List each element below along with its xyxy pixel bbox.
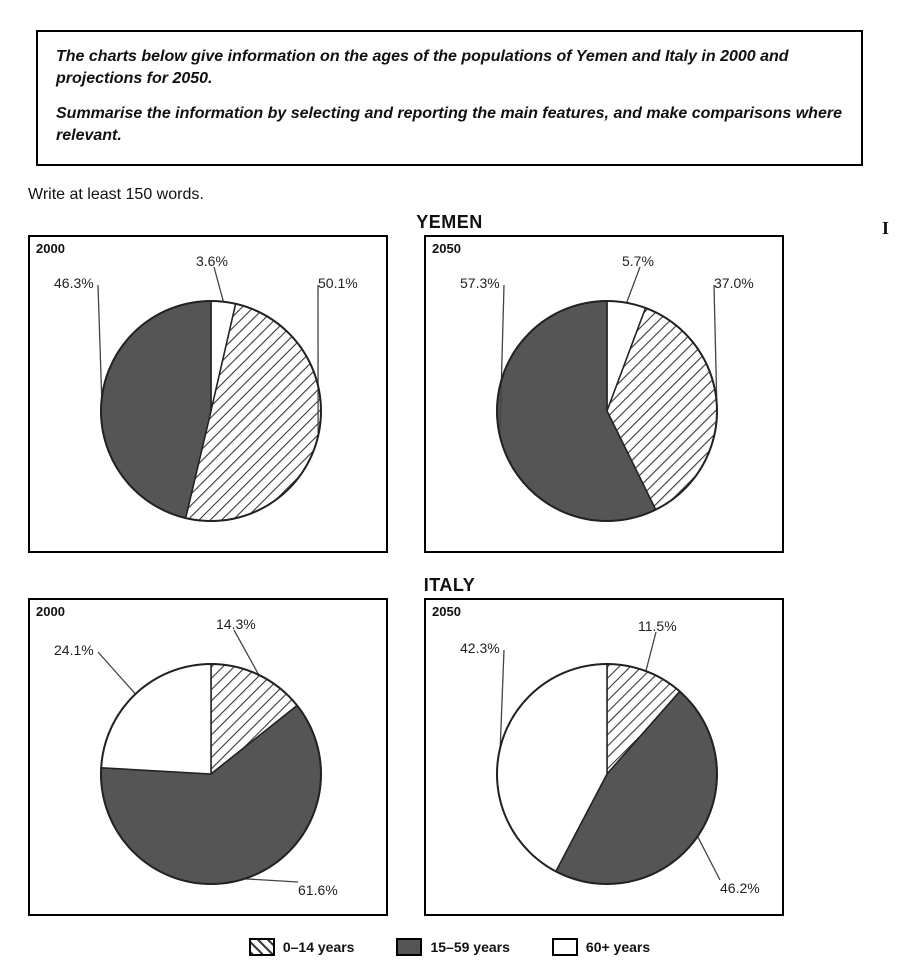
legend: 0–14 years 15–59 years 60+ years [28, 938, 871, 956]
legend-item-age_60plus: 60+ years [552, 938, 650, 956]
stray-mark: I [882, 218, 889, 239]
legend-label: 0–14 years [283, 939, 355, 955]
chart-italy-2000: 2000 14.3%61.6%24.1% [28, 598, 388, 916]
legend-label: 60+ years [586, 939, 650, 955]
leader-line [244, 879, 298, 882]
slice-label-age_15_59: 61.6% [298, 882, 338, 898]
chart-yemen-2050: 2050 5.7%37.0%57.3% [424, 235, 784, 553]
leader-line [698, 837, 720, 881]
slice-label-age_60plus: 3.6% [196, 253, 228, 269]
chart-yemen-2000: 2000 3.6%50.1%46.3% [28, 235, 388, 553]
slice-label-age_0_14: 37.0% [714, 275, 754, 291]
slice-label-age_15_59: 57.3% [460, 275, 500, 291]
prompt-paragraph-2: Summarise the information by selecting a… [56, 103, 843, 146]
slice-label-age_0_14: 11.5% [638, 618, 677, 634]
leader-line [214, 267, 223, 302]
slice-label-age_15_59: 46.2% [720, 880, 760, 896]
italy-row: 2000 14.3%61.6%24.1% 2050 11.5%46.2%42.3… [28, 598, 871, 916]
yemen-row: 2000 3.6%50.1%46.3% 2050 5.7%37.0%57.3% [28, 235, 871, 553]
slice-label-age_60plus: 24.1% [54, 642, 94, 658]
slice-label-age_0_14: 14.3% [216, 616, 256, 632]
slice-label-age_15_59: 46.3% [54, 275, 94, 291]
task-prompt-box: The charts below give information on the… [36, 30, 863, 166]
leader-line [98, 652, 135, 694]
section-title-italy: ITALY [28, 575, 871, 596]
slice-label-age_60plus: 5.7% [622, 253, 654, 269]
prompt-paragraph-1: The charts below give information on the… [56, 46, 843, 89]
slice-label-age_60plus: 42.3% [460, 640, 500, 656]
leader-line [98, 285, 102, 398]
legend-label: 15–59 years [430, 939, 509, 955]
legend-item-age_0_14: 0–14 years [249, 938, 355, 956]
legend-swatch-age_0_14 [249, 938, 275, 956]
leader-line [500, 650, 504, 748]
word-count-instruction: Write at least 150 words. [28, 186, 871, 204]
leader-line [646, 632, 656, 671]
legend-swatch-age_15_59 [396, 938, 422, 956]
section-title-yemen: YEMEN [28, 212, 871, 233]
leader-line [627, 267, 640, 303]
chart-italy-2050: 2050 11.5%46.2%42.3% [424, 598, 784, 916]
pie-slice-age_60plus [101, 664, 211, 774]
legend-swatch-age_60plus [552, 938, 578, 956]
slice-label-age_0_14: 50.1% [318, 275, 358, 291]
legend-item-age_15_59: 15–59 years [396, 938, 509, 956]
